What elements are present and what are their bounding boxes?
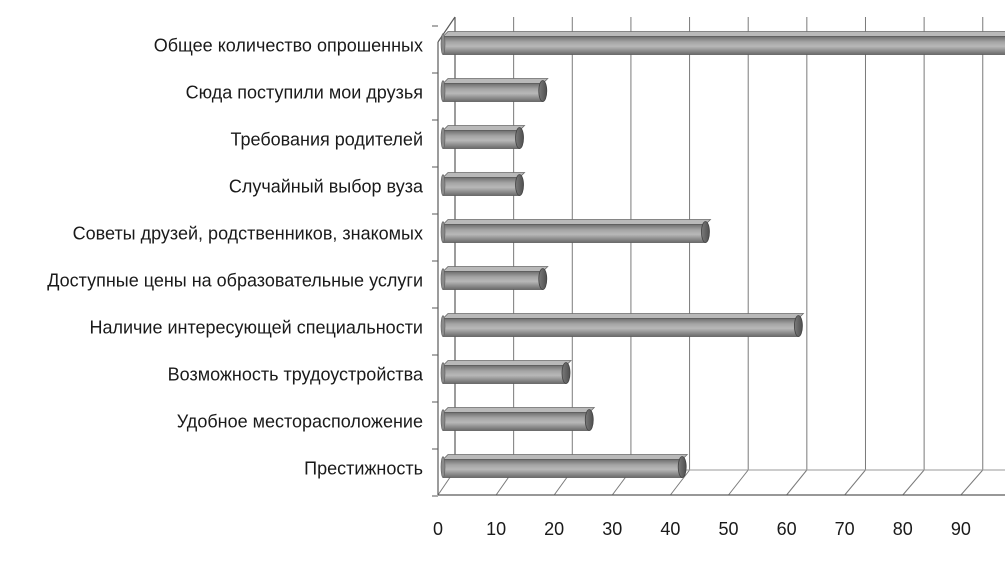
x-tick-label: 0: [433, 519, 443, 539]
x-tick-label: 50: [718, 519, 738, 539]
category-label: Наличие интересующей специальности: [89, 318, 423, 338]
category-label: Общее количество опрошенных: [154, 36, 423, 56]
x-tick-label: 20: [544, 519, 564, 539]
category-label: Советы друзей, родственников, знакомых: [73, 224, 423, 244]
category-label: Удобное месторасположение: [177, 412, 423, 432]
category-label: Требования родителей: [231, 130, 423, 150]
x-tick-label: 90: [951, 519, 971, 539]
x-tick-label: 80: [893, 519, 913, 539]
category-labels: Общее количество опрошенных Сюда поступил…: [47, 36, 424, 479]
floor-gridline: [786, 469, 808, 496]
floor-gridline: [728, 469, 749, 496]
bar: [440, 407, 596, 431]
category-label: Доступные цены на образовательные услуги: [47, 271, 423, 291]
floor-gridline: [670, 469, 690, 496]
floor-gridline: [902, 469, 925, 496]
category-label: Престижность: [304, 459, 423, 479]
bars: [440, 31, 1005, 478]
x-tick-label: 30: [602, 519, 622, 539]
floor-gridline: [844, 469, 866, 496]
bar: [440, 219, 712, 243]
bar: [440, 454, 689, 478]
x-tick-label: 40: [660, 519, 680, 539]
bar: [440, 266, 549, 290]
floor-gridline: [960, 469, 984, 496]
bar: [440, 172, 526, 196]
category-label: Случайный выбор вуза: [229, 177, 424, 197]
x-tick-label: 70: [835, 519, 855, 539]
bar: [440, 360, 572, 384]
x-tick-label: 10: [486, 519, 506, 539]
side-wall-top: [437, 16, 456, 43]
category-label: Сюда поступили мои друзья: [186, 83, 423, 103]
x-tick-label: 60: [777, 519, 797, 539]
bar: [440, 313, 805, 337]
bar: [440, 125, 526, 149]
category-label: Возможность трудоустройства: [168, 365, 424, 385]
bar: [440, 78, 549, 102]
bar: [440, 31, 1005, 55]
tick-labels: 0 10 20 30 40 50 60 70 80 90: [433, 519, 971, 539]
